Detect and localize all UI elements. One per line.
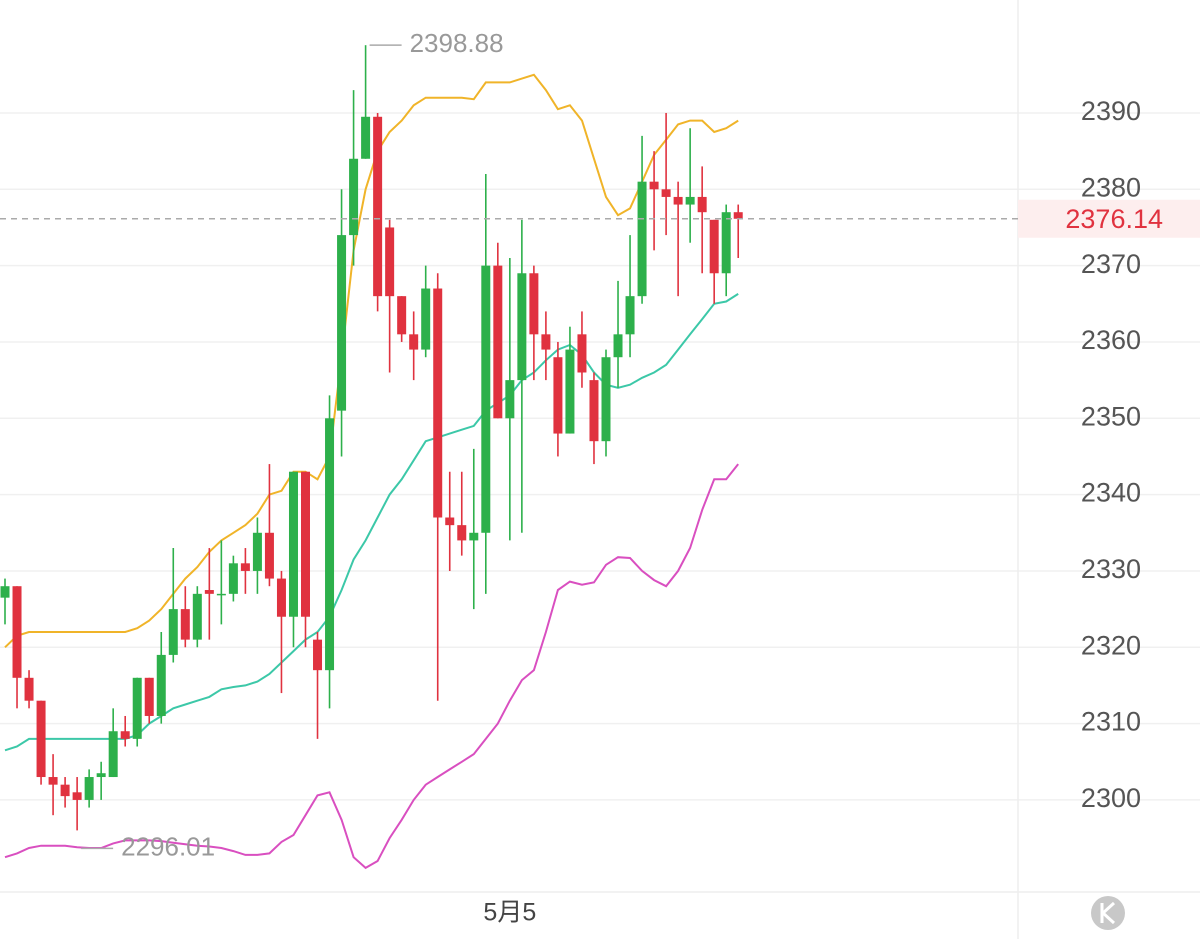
current-price-box (1018, 199, 1200, 238)
candle-body (301, 471, 310, 617)
candle-body (325, 418, 335, 671)
candle-body (373, 116, 383, 297)
k-button[interactable] (1091, 896, 1125, 930)
candle-body (276, 578, 286, 617)
y-tick-label: 2330 (1081, 554, 1141, 584)
candle-body (721, 212, 731, 274)
candle-body (288, 471, 298, 617)
candle-body (12, 586, 22, 678)
max-label: 2398.88 (410, 28, 504, 58)
candle-body (240, 563, 250, 571)
candle-body (228, 563, 238, 594)
x-tick-label: 5月5 (483, 899, 536, 927)
candle-body (108, 731, 118, 778)
y-tick-label: 2350 (1081, 401, 1141, 431)
candle-body (661, 189, 671, 197)
y-tick-label: 2370 (1081, 249, 1141, 279)
candle-body (144, 677, 154, 716)
y-tick-label: 2310 (1081, 707, 1141, 737)
candle-body (517, 273, 527, 381)
candle-body (577, 334, 587, 373)
candle-body (421, 288, 431, 350)
candle-body (409, 334, 419, 350)
candle-body (72, 792, 82, 800)
candle-body (697, 196, 707, 213)
candle-body (252, 532, 262, 571)
y-tick-label: 2390 (1081, 96, 1141, 126)
y-tick-label: 2300 (1081, 783, 1141, 813)
y-tick-label: 2360 (1081, 325, 1141, 355)
candle-body (541, 334, 551, 350)
y-tick-label: 2340 (1081, 478, 1141, 508)
candle-body (685, 196, 695, 205)
candle-body (48, 777, 58, 785)
k-icon[interactable] (1100, 901, 1116, 925)
candle-body (505, 380, 515, 419)
candle-body (565, 349, 575, 434)
y-tick-label: 2380 (1081, 172, 1141, 202)
plot-area: 2398.88 2296.01 2376.14 (0, 28, 1200, 870)
k-button-circle[interactable] (1091, 896, 1125, 930)
candle-body (0, 586, 10, 598)
candle-body (733, 212, 743, 219)
candle-body (168, 609, 178, 655)
candle-body (397, 296, 407, 335)
candle-body (361, 116, 371, 159)
candle-body (601, 357, 611, 442)
candle-body (625, 296, 635, 335)
band-line (4, 73, 739, 649)
candle-body (673, 196, 683, 205)
candle-body (637, 181, 647, 297)
candle-body (24, 677, 34, 701)
grid: 2300 2310 2320 2330 2340 2350 2360 2370 2380 2390… (0, 96, 1200, 927)
candle-body (493, 265, 503, 419)
candle-body (180, 609, 190, 640)
candle-body (204, 590, 214, 594)
candle-body (457, 525, 467, 541)
candle-body (613, 334, 623, 358)
candle-body (349, 158, 359, 236)
candle-body (192, 593, 202, 640)
y-tick-label: 2320 (1081, 630, 1141, 660)
candle-body (649, 181, 659, 190)
candle-body (313, 639, 323, 671)
candle-body (553, 357, 563, 434)
candle-body (216, 593, 226, 596)
candle-body (709, 219, 719, 274)
candle-body (337, 235, 347, 411)
candle-body (96, 773, 106, 778)
candle-body (481, 265, 491, 533)
candle-body (84, 777, 94, 800)
min-label: 2296.01 (121, 831, 215, 861)
candle-body (156, 654, 166, 716)
candle-body (132, 677, 142, 739)
candle-body (445, 517, 455, 526)
candle-body (385, 227, 395, 297)
band-line (4, 463, 739, 870)
candle-body (264, 532, 274, 579)
candle-body (469, 532, 479, 541)
candle-body (60, 784, 70, 797)
candle-body (120, 731, 130, 739)
candle-body (529, 273, 539, 335)
candle-body (36, 700, 46, 778)
candle-body (433, 288, 443, 518)
current-price-label: 2376.14 (1065, 204, 1163, 234)
candle-body (589, 380, 599, 442)
